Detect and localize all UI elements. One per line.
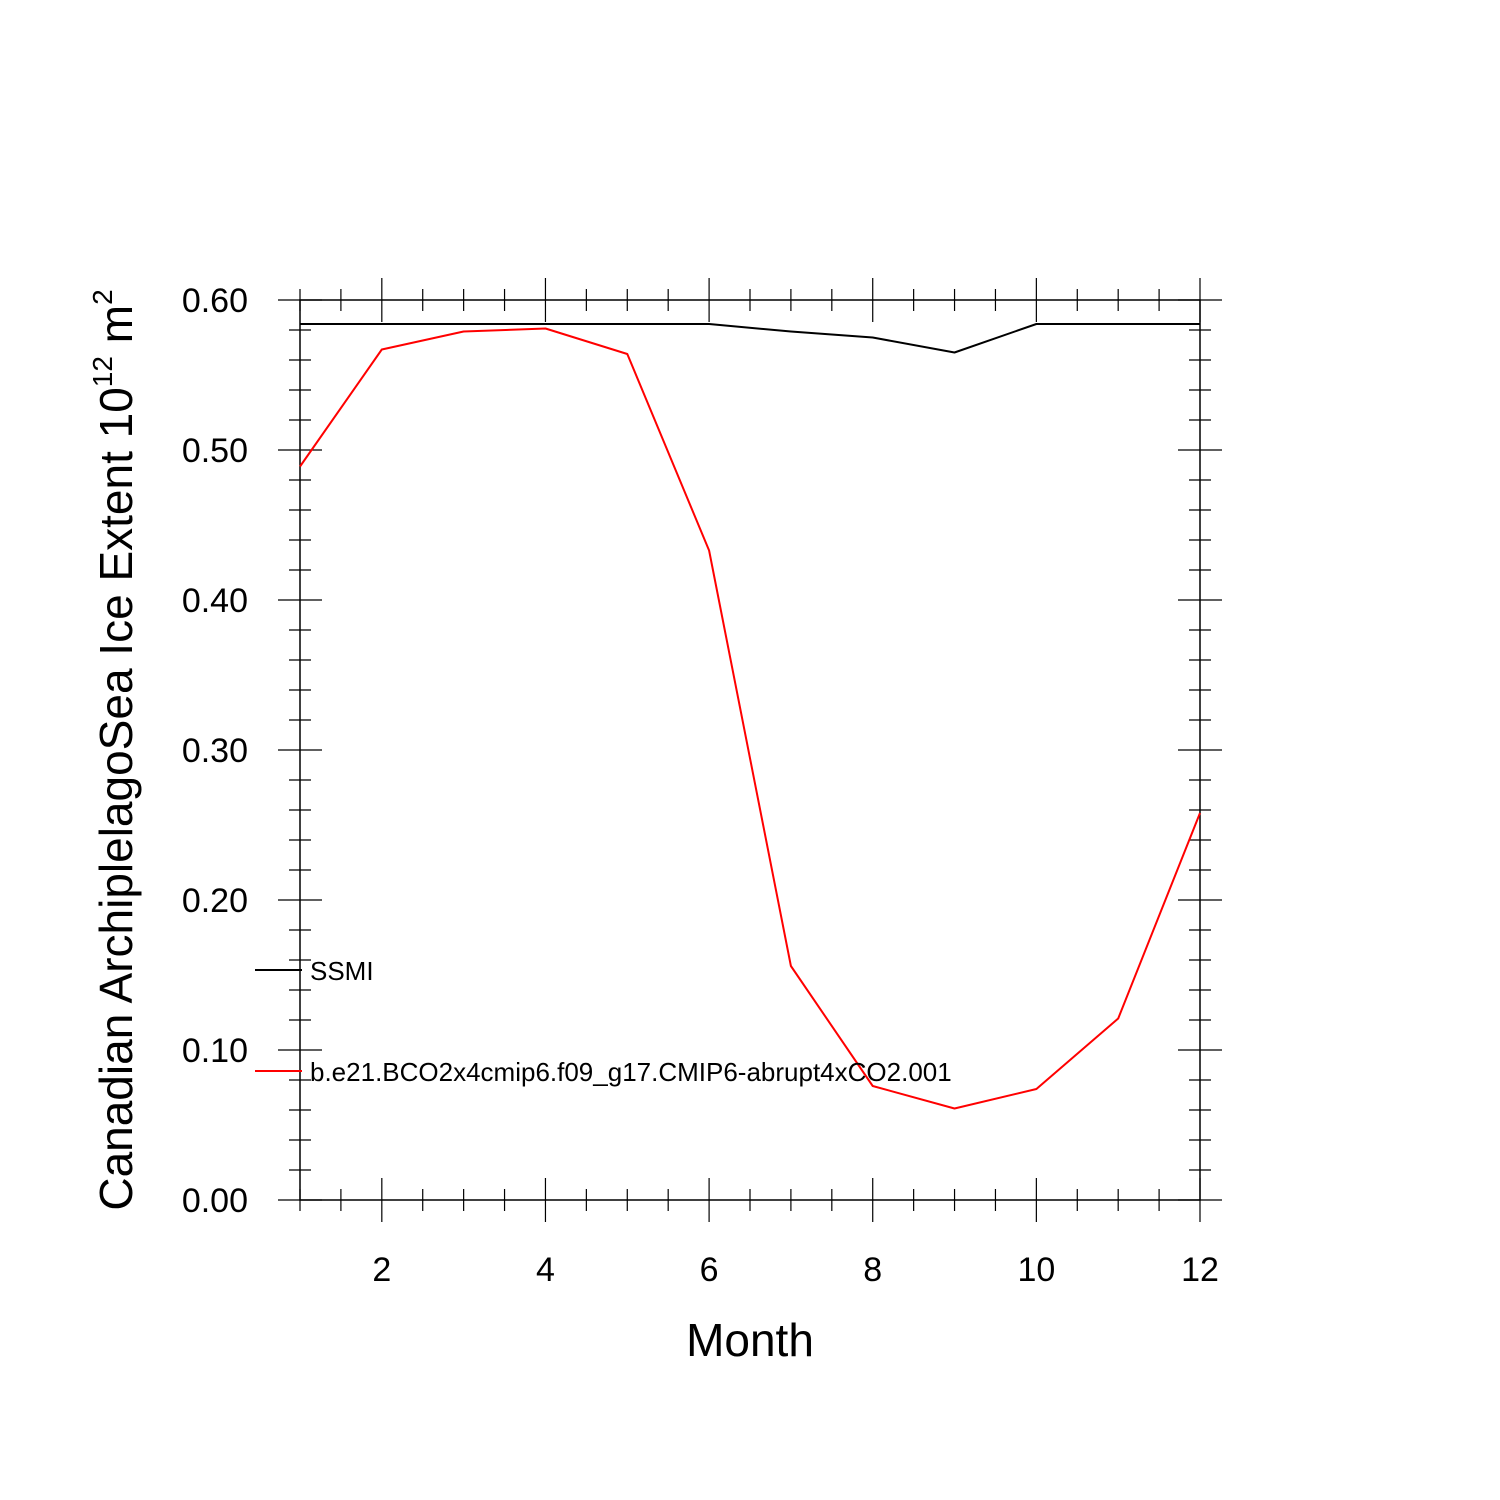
y-axis-title-exp2: 2 [87,289,118,305]
x-tick-label: 2 [372,1251,391,1289]
y-axis-title-exp1: 12 [87,356,118,387]
legend-label: b.e21.BCO2x4cmip6.f09_g17.CMIP6-abrupt4x… [310,1057,952,1087]
y-axis-title: Canadian ArchiplelagoSea Ice Extent 1012… [87,289,142,1210]
series-line-1 [300,323,1200,354]
y-axis-title-prefix: Canadian ArchiplelagoSea Ice Extent 10 [90,387,142,1210]
series-lines [299,323,1201,1110]
tick-labels: 0.00 0.10 0.20 0.30 0.40 0.50 0.60 2 4 6 8 10 12 [182,282,1219,1289]
y-tick-label: 0.10 [182,1032,248,1070]
y-tick-label: 0.50 [182,432,248,470]
x-tick-label: 10 [1017,1251,1055,1289]
axis-ticks [278,278,1222,1222]
x-axis-title: Month [686,1314,814,1366]
y-tick-label: 0.60 [182,282,248,320]
y-tick-label: 0.20 [182,882,248,920]
legend-label: SSMI [310,956,374,986]
series-line-2 [299,327,1201,1110]
y-axis-title-unit: m [90,305,142,356]
legend: SSMI b.e21.BCO2x4cmip6.f09_g17.CMIP6-abru… [255,956,952,1087]
x-tick-label: 4 [536,1251,555,1289]
y-tick-label: 0.30 [182,732,248,770]
x-tick-label: 8 [863,1251,882,1289]
x-tick-label: 6 [700,1251,719,1289]
y-tick-label: 0.40 [182,582,248,620]
y-tick-label: 0.00 [182,1182,248,1220]
x-tick-label: 12 [1181,1251,1219,1289]
